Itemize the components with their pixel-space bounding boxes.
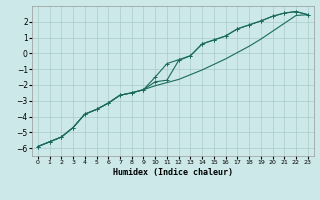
X-axis label: Humidex (Indice chaleur): Humidex (Indice chaleur) [113, 168, 233, 177]
